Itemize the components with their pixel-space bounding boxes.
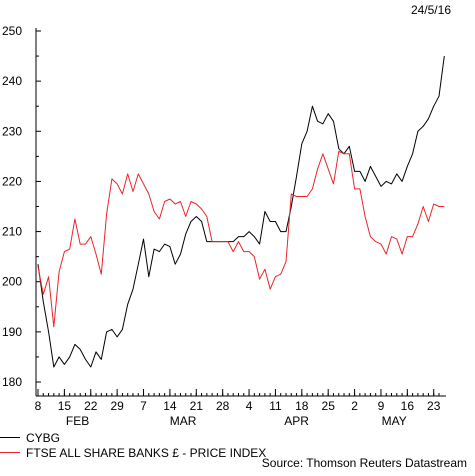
x-tick-label: 8	[35, 399, 42, 413]
x-tick-label: 4	[246, 399, 253, 413]
y-tick-label: 190	[2, 325, 22, 339]
y-tick-label: 250	[2, 24, 22, 38]
x-tick-label: 18	[295, 399, 309, 413]
y-tick-label: 240	[2, 74, 22, 88]
y-tick-label: 230	[2, 124, 22, 138]
x-tick-label: 25	[322, 399, 336, 413]
series-lines	[37, 56, 445, 368]
x-tick-label: 28	[216, 399, 230, 413]
legend-swatch-cybg	[0, 437, 20, 438]
x-tick-label: 2	[351, 399, 358, 413]
month-label: FEB	[66, 414, 89, 428]
y-tick-label: 180	[2, 375, 22, 389]
legend-item-ftse: FTSE ALL SHARE BANKS £ - PRICE INDEX	[0, 445, 266, 460]
chart-legend: CYBG FTSE ALL SHARE BANKS £ - PRICE INDE…	[0, 430, 266, 460]
x-tick-label: 15	[58, 399, 72, 413]
x-tick-label: 16	[401, 399, 415, 413]
y-tick-label: 220	[2, 174, 22, 188]
x-tick-label: 11	[269, 399, 282, 413]
legend-swatch-ftse	[0, 452, 20, 453]
x-tick-label: 22	[84, 399, 98, 413]
x-tick-label: 29	[110, 399, 124, 413]
month-label: MAR	[170, 414, 197, 428]
x-tick-label: 14	[163, 399, 177, 413]
date-stamp: 24/5/16	[410, 3, 451, 17]
series-line-cybg	[37, 56, 445, 368]
y-tick-label: 210	[2, 225, 22, 239]
legend-label-cybg: CYBG	[26, 430, 61, 445]
chart-axes	[35, 28, 446, 397]
legend-item-cybg: CYBG	[0, 430, 266, 445]
x-tick-label: 23	[427, 399, 441, 413]
legend-label-ftse: FTSE ALL SHARE BANKS £ - PRICE INDEX	[26, 445, 267, 460]
source-note: Source: Thomson Reuters Datastream	[261, 456, 467, 470]
series-line-ftse-banks	[37, 150, 445, 328]
y-tick-label: 200	[2, 275, 22, 289]
month-label: APR	[284, 414, 309, 428]
month-label: MAY	[382, 414, 407, 428]
x-tick-label: 21	[190, 399, 204, 413]
x-tick-label: 7	[140, 399, 147, 413]
x-tick-label: 9	[378, 399, 385, 413]
